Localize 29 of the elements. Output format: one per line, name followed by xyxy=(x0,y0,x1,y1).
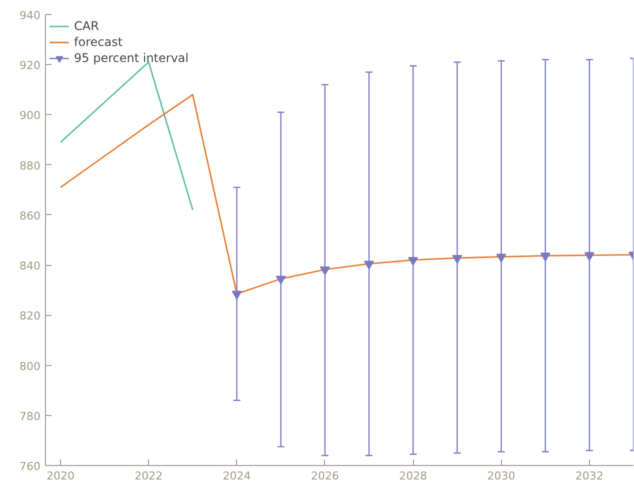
point xyxy=(232,290,242,300)
y-tick-label: 760 xyxy=(20,460,41,473)
y-tick-label: 920 xyxy=(20,59,41,72)
legend-label: 95 percent interval xyxy=(74,50,189,66)
point xyxy=(364,260,374,270)
x-tick-label: 2026 xyxy=(310,470,339,482)
y-tick-label: 940 xyxy=(20,9,41,22)
y-tick-label: 800 xyxy=(20,360,41,373)
legend-label: forecast xyxy=(74,34,123,50)
x-tick-label: 2020 xyxy=(46,470,74,482)
y-tick-label: 880 xyxy=(20,159,41,172)
point xyxy=(452,254,462,264)
point xyxy=(408,256,418,266)
y-tick-label: 780 xyxy=(20,410,41,423)
x-tick-label: 2032 xyxy=(575,470,604,482)
point xyxy=(276,276,286,285)
y-tick-label: 820 xyxy=(20,310,41,323)
point xyxy=(320,266,330,276)
x-tick-label: 2022 xyxy=(134,470,163,482)
legend-label: CAR xyxy=(74,18,99,34)
x-tick-label: 2030 xyxy=(487,470,516,482)
point xyxy=(584,252,594,261)
x-tick-label: 2024 xyxy=(222,470,251,482)
x-tick-label: 2028 xyxy=(399,470,428,482)
y-tick-label: 840 xyxy=(20,260,41,273)
y-tick-label: 900 xyxy=(20,109,41,122)
y-tick-label: 860 xyxy=(20,209,41,222)
point xyxy=(540,252,550,262)
point xyxy=(496,254,506,262)
